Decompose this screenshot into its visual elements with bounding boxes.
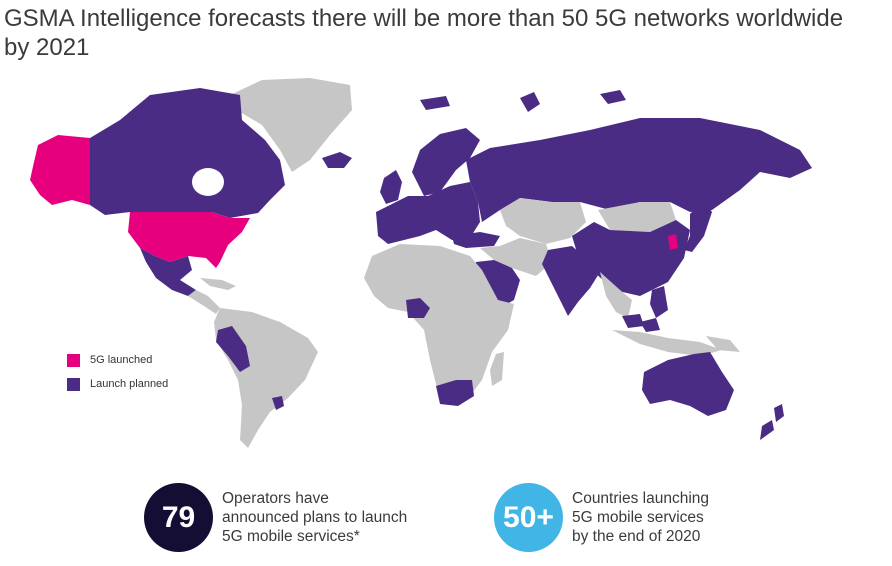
region-indonesia xyxy=(612,330,722,356)
region-arctic-islands xyxy=(420,90,626,112)
region-japan xyxy=(684,200,712,252)
stat-operators-text: Operators have announced plans to launch… xyxy=(222,490,408,545)
legend-item-planned: Launch planned xyxy=(67,376,168,392)
region-middle-east xyxy=(480,238,552,276)
stat-operators-circle: 79 xyxy=(144,483,213,552)
region-uruguay xyxy=(272,396,284,410)
stat-countries: 50+ Countries launching 5G mobile servic… xyxy=(494,483,709,552)
region-india xyxy=(542,246,600,316)
legend-swatch-launched xyxy=(67,353,80,367)
region-nigeria xyxy=(406,298,430,318)
world-map xyxy=(30,78,812,448)
region-peru xyxy=(216,326,250,372)
region-south-korea xyxy=(668,234,678,250)
region-canada xyxy=(90,88,285,218)
stat-operators: 79 Operators have announced plans to lau… xyxy=(144,483,407,552)
region-europe xyxy=(376,182,480,244)
region-central-asia xyxy=(500,198,586,244)
region-new-zealand xyxy=(760,404,784,440)
region-hudson-bay xyxy=(192,168,224,196)
region-alaska xyxy=(30,135,90,205)
region-mexico xyxy=(140,248,196,296)
region-madagascar xyxy=(490,352,504,386)
legend-label-launched: 5G launched xyxy=(90,354,153,366)
region-saudi-arabia xyxy=(472,260,520,310)
region-iceland xyxy=(322,152,352,168)
region-usa xyxy=(128,212,250,268)
region-uk xyxy=(380,170,402,204)
region-africa xyxy=(364,244,514,402)
region-russia xyxy=(466,118,812,222)
region-southeast-asia xyxy=(600,272,632,318)
legend-item-launched: 5G launched xyxy=(67,352,168,368)
map-title: GSMA Intelligence forecasts there will b… xyxy=(4,5,844,61)
region-caribbean xyxy=(200,278,236,290)
legend-label-planned: Launch planned xyxy=(90,378,169,390)
region-scandinavia xyxy=(412,128,480,196)
stat-countries-circle: 50+ xyxy=(494,483,563,552)
map-legend: 5G launched Launch planned xyxy=(67,352,168,400)
stat-countries-text: Countries launching 5G mobile services b… xyxy=(572,490,710,545)
region-turkey xyxy=(452,232,500,248)
region-australia xyxy=(642,352,734,416)
region-south-africa xyxy=(436,380,474,406)
region-indonesia-planned xyxy=(622,314,660,332)
region-central-america xyxy=(188,290,220,314)
region-papua xyxy=(706,336,740,352)
legend-swatch-planned xyxy=(67,377,80,391)
region-philippines xyxy=(650,286,668,318)
region-greenland xyxy=(230,78,352,172)
region-mongolia xyxy=(598,202,676,232)
